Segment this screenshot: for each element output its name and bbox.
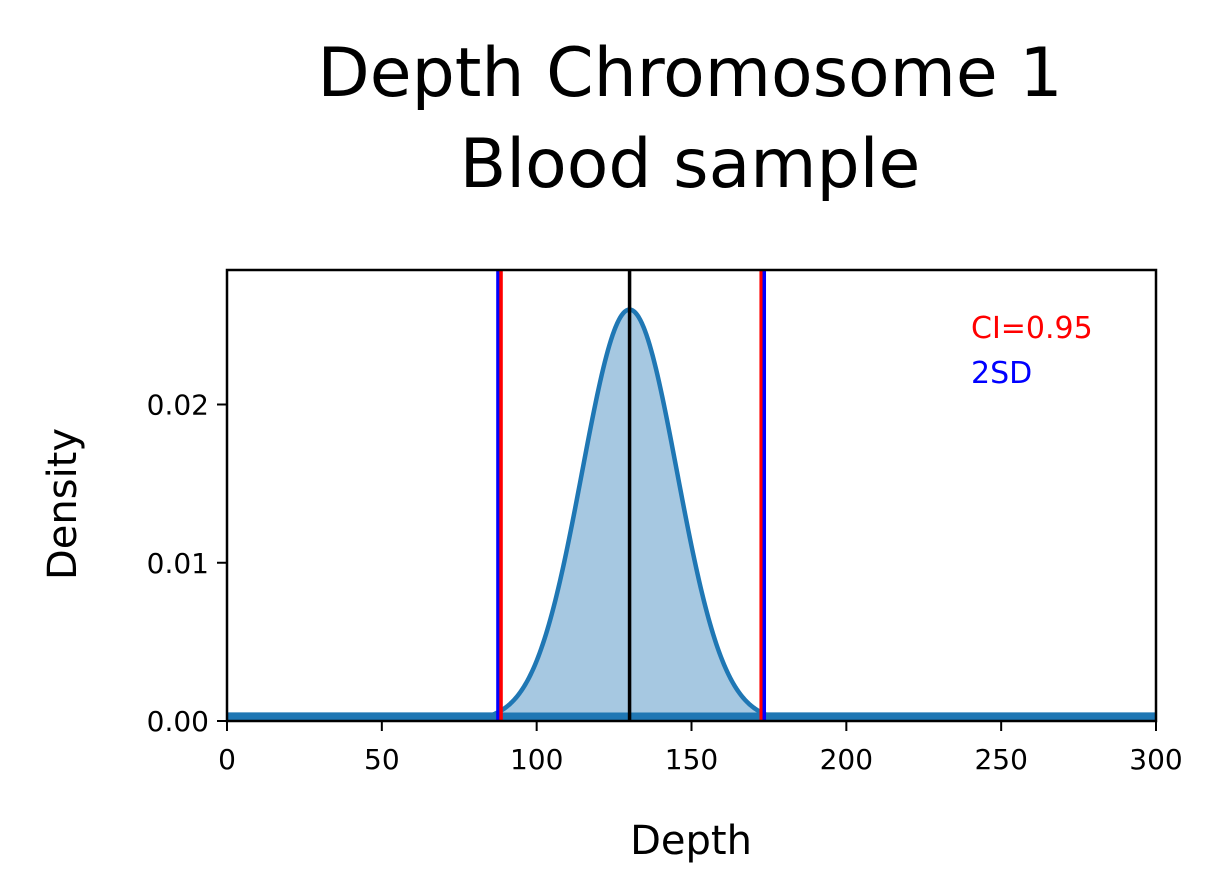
x-tick-label: 200 [820,743,873,776]
x-tick-label: 100 [510,743,563,776]
chart-title-line1: Depth Chromosome 1 [317,34,1062,113]
x-tick-label: 150 [665,743,718,776]
annotation-ci: CI=0.95 [971,311,1093,346]
y-tick-label: 0.00 [147,705,209,738]
y-tick-label: 0.02 [147,389,209,422]
x-axis-label: Depth [630,818,752,864]
density-fill [227,309,1156,721]
x-tick-label: 0 [218,743,236,776]
x-tick-label: 250 [974,743,1027,776]
axes: 0 50 100 150 200 250 300 0.00 0.01 0.02 [147,268,1183,776]
annotation-2sd: 2SD [971,356,1032,391]
chart-title-line2: Blood sample [460,125,921,204]
x-tick-label: 300 [1129,743,1182,776]
y-axis-label: Density [40,428,86,580]
x-tick-label: 50 [364,743,400,776]
plot-area [226,270,1157,722]
y-tick-label: 0.01 [147,547,209,580]
